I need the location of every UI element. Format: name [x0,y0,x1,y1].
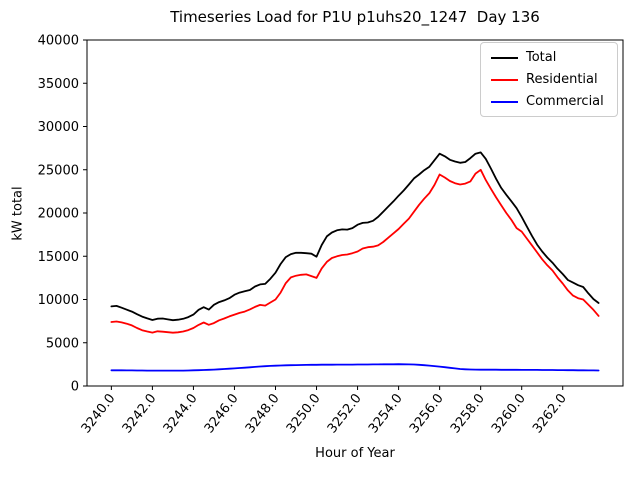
y-tick-label: 5000 [46,336,79,351]
series-line-commercial [110,363,600,372]
y-tick-label: 20000 [38,207,79,222]
legend-label-commercial: Commercial [526,94,604,109]
y-tick-label: 15000 [38,250,79,265]
x-tick-label: 3260.0 [489,391,529,436]
y-tick-label: 10000 [38,293,79,308]
legend-label-total: Total [526,50,557,65]
legend-item-residential: Residential [491,72,607,87]
x-tick-label: 3258.0 [448,391,488,436]
legend-line-total-icon [491,56,518,59]
y-tick-label: 35000 [38,77,79,92]
x-tick-label: 3262.0 [530,391,570,436]
y-tick-label: 40000 [38,34,79,49]
y-tick-label: 25000 [38,163,79,178]
legend-line-commercial-icon [491,100,518,103]
x-tick-label: 3250.0 [284,391,324,436]
chart-title: Timeseries Load for P1U p1uhs20_1247 Day… [170,8,540,26]
x-tick-label: 3242.0 [120,391,160,436]
x-tick-label: 3246.0 [202,391,242,436]
x-tick-label: 3244.0 [161,391,201,436]
x-tick-label: 3248.0 [243,391,283,436]
series-line-residential [110,168,600,334]
y-axis-label: kW total [10,186,26,241]
x-axis-label: Hour of Year [315,446,395,461]
x-tick-label: 3252.0 [325,391,365,436]
y-tick-label: 0 [71,380,79,395]
legend-label-residential: Residential [526,72,598,87]
legend: Total Residential Commercial [480,42,618,117]
legend-line-residential-icon [491,78,518,81]
legend-item-commercial: Commercial [491,94,607,109]
x-tick-label: 3254.0 [366,391,406,436]
y-tick-label: 30000 [38,120,79,135]
x-tick-label: 3256.0 [407,391,447,436]
legend-item-total: Total [491,50,607,65]
x-tick-label: 3240.0 [79,391,119,436]
series-line-total [110,151,600,322]
